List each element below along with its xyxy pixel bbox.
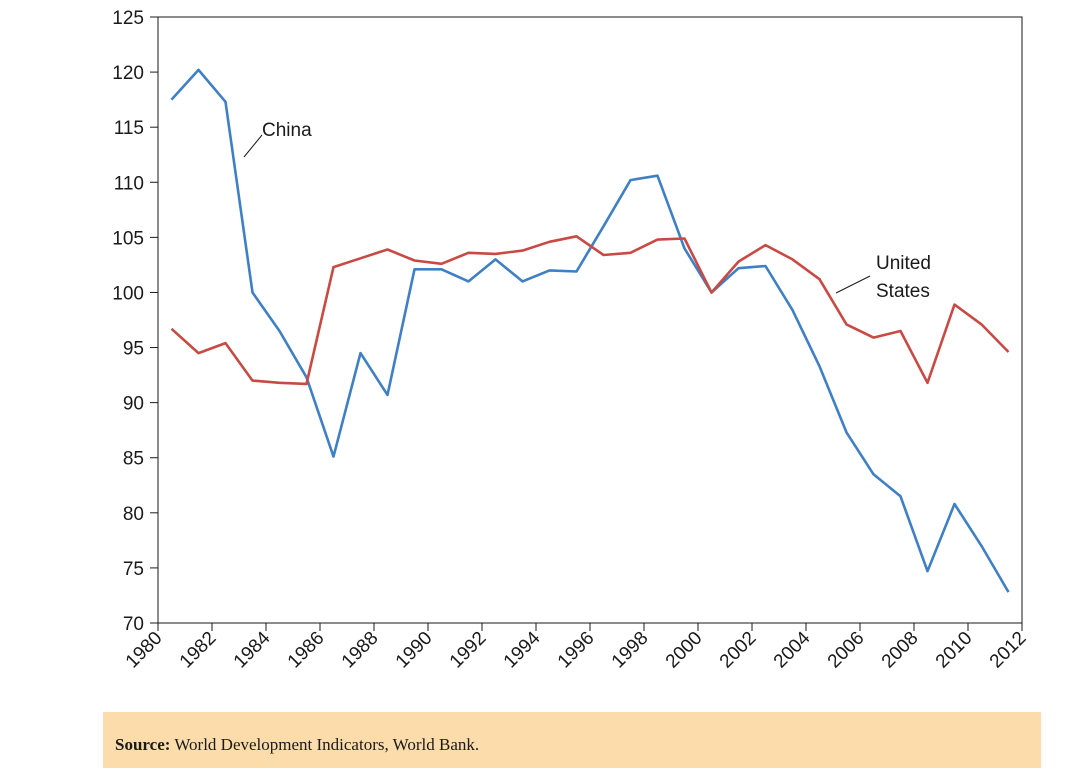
plot-border xyxy=(157,16,1023,624)
us-annotation-leader xyxy=(835,275,871,294)
source-note: Source: World Development Indicators, Wo… xyxy=(103,712,1041,768)
y-tick-label: 85 xyxy=(123,449,144,470)
china-annotation-label: China xyxy=(262,120,312,141)
us-annotation-label-line1: United xyxy=(876,253,931,274)
y-tick-label: 75 xyxy=(123,559,144,580)
y-tick-label: 105 xyxy=(112,228,144,249)
x-tick-label: 2004 xyxy=(770,627,815,672)
series-lines xyxy=(170,68,1010,593)
x-tick-label: 2002 xyxy=(716,628,761,673)
x-tick-label: 2010 xyxy=(932,628,977,673)
y-tick-label: 95 xyxy=(123,339,144,360)
x-tick-label: 2000 xyxy=(662,628,707,673)
x-tick-label: 1982 xyxy=(176,628,221,673)
y-tick-label: 70 xyxy=(123,614,144,635)
y-axis: 70 75 80 85 90 95 100 105 110 115 120 125 xyxy=(112,8,158,635)
source-text: World Development Indicators, World Bank… xyxy=(170,735,480,754)
us-annotation-label-line2: States xyxy=(876,281,930,302)
y-tick-label: 100 xyxy=(112,283,144,304)
china-series-line xyxy=(170,68,1010,593)
y-tick-label: 80 xyxy=(123,504,144,525)
x-tick-label: 2012 xyxy=(986,628,1031,673)
x-tick-label: 2008 xyxy=(878,628,923,673)
plot-frame xyxy=(157,16,1023,624)
x-tick-label: 1996 xyxy=(554,628,599,673)
x-tick-label: 2006 xyxy=(824,628,869,673)
line-chart: 70 75 80 85 90 95 100 105 110 115 120 125 1980 1982 1… xyxy=(112,8,1031,672)
y-tick-label: 125 xyxy=(112,8,144,29)
x-tick-label: 1988 xyxy=(338,628,383,673)
x-tick-label: 1984 xyxy=(230,627,275,672)
x-tick-label: 1992 xyxy=(446,628,491,673)
y-tick-label: 90 xyxy=(123,394,144,415)
source-label: Source: xyxy=(115,735,171,754)
series-annotations: China United States xyxy=(243,120,931,302)
y-tick-label: 120 xyxy=(112,63,144,84)
x-axis: 1980 1982 1984 1986 1988 1990 1992 1994 1996 1998… xyxy=(122,623,1031,672)
united-states-series-line xyxy=(170,235,1010,386)
x-tick-label: 1998 xyxy=(608,628,653,673)
x-tick-label: 1986 xyxy=(284,628,329,673)
x-tick-label: 1990 xyxy=(392,628,437,673)
x-tick-label: 1994 xyxy=(500,627,545,672)
y-tick-label: 115 xyxy=(114,118,144,139)
china-annotation-leader xyxy=(243,134,263,158)
y-tick-label: 110 xyxy=(114,173,144,194)
